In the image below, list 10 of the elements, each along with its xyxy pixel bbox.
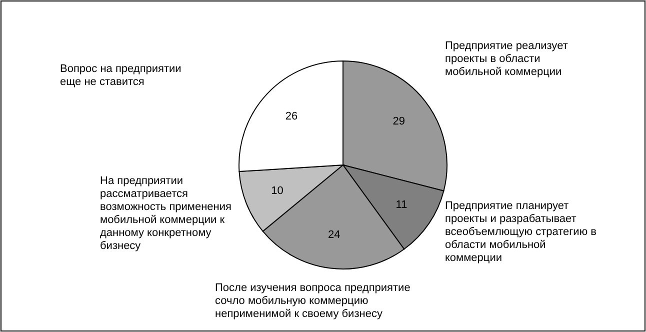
slice-label: На предприятии рассматривается возможность применения мобильной коммерции к данному конкретному бизнесу <box>100 175 232 252</box>
slice-label: После изучения вопроса предприятие сочло мобильную коммерцию неприменимой к своему бизнесу <box>215 282 410 320</box>
data-label: 29 <box>392 116 406 128</box>
slice-label: Предприятие планирует проекты и разрабатывает всеобъемлющую стратегию в области мобильной коммерции <box>445 200 597 264</box>
data-label: 24 <box>328 229 340 242</box>
slice-label: Вопрос на предприятии еще не ставится <box>60 63 182 88</box>
slice-label: Предприятие реализует проекты в области мобильной коммерции <box>445 40 568 78</box>
data-label: 10 <box>271 185 284 198</box>
data-label: 11 <box>396 198 408 211</box>
data-label: 26 <box>285 110 298 123</box>
